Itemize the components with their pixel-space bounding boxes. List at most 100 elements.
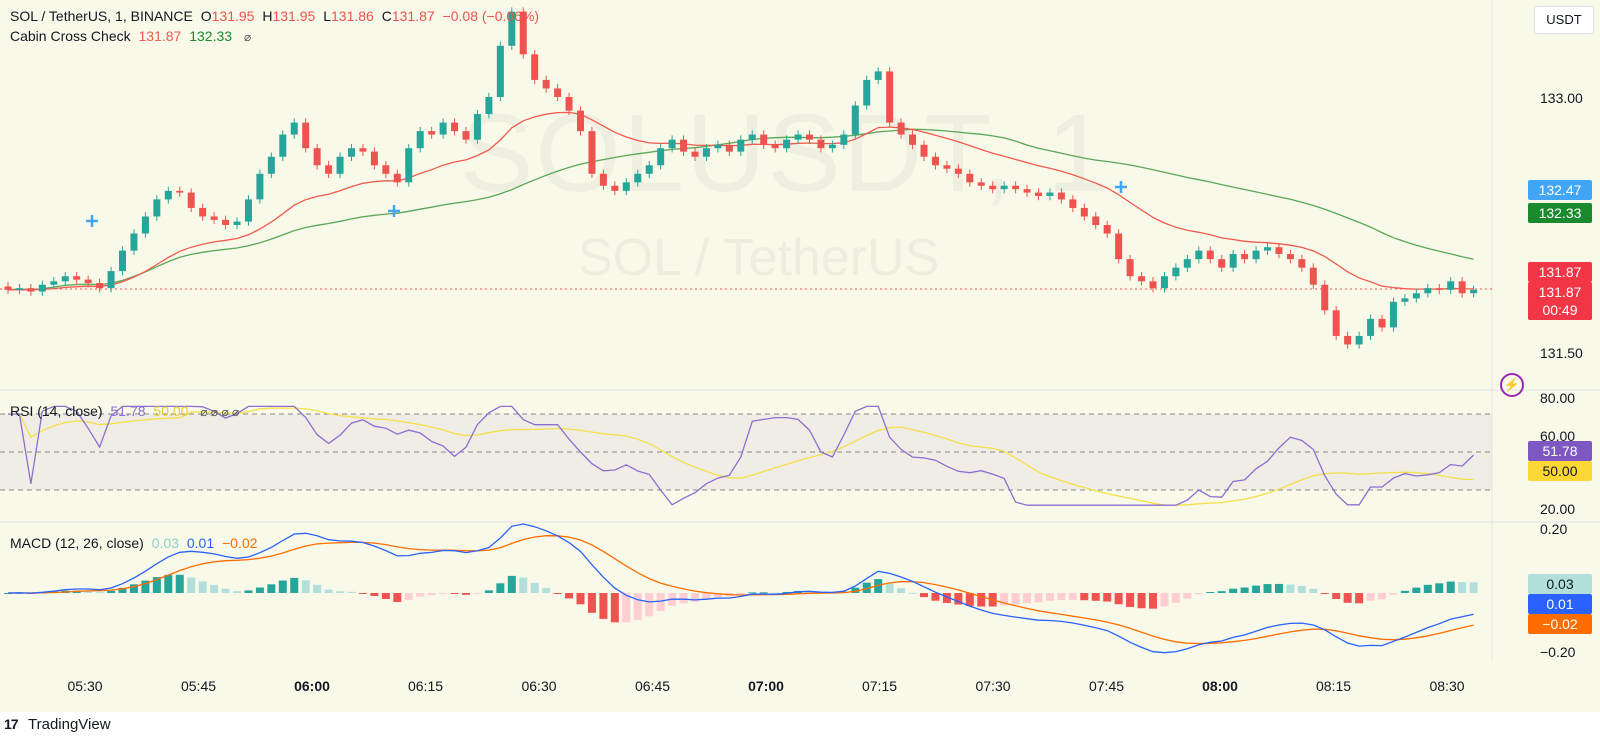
high-value: 131.95 bbox=[272, 8, 316, 24]
candle-body bbox=[130, 233, 138, 251]
candle-body bbox=[4, 286, 12, 290]
time-axis-label: 05:45 bbox=[180, 678, 217, 694]
candle-body bbox=[210, 216, 218, 220]
symbol-legend[interactable]: SOL / TetherUS, 1, BINANCE O131.95 H131.… bbox=[10, 8, 543, 24]
candle-body bbox=[748, 134, 756, 140]
candle-body bbox=[1138, 276, 1146, 282]
indicator-legend[interactable]: Cabin Cross Check 131.87 132.33 ⌀ bbox=[10, 28, 255, 44]
macd-histogram-bar bbox=[129, 584, 138, 593]
macd-hist-value: 0.03 bbox=[151, 535, 179, 551]
macd-histogram-bar bbox=[1183, 593, 1192, 599]
candle-body bbox=[1057, 192, 1065, 200]
rsi-ma-line bbox=[8, 407, 1474, 506]
candle-body bbox=[760, 134, 768, 145]
macd-histogram-bar bbox=[427, 593, 436, 596]
candle-body bbox=[38, 284, 46, 292]
candle-body bbox=[1378, 318, 1386, 328]
macd-histogram-bar bbox=[633, 593, 642, 620]
macd-histogram-bar bbox=[1435, 583, 1444, 593]
macd-name: MACD (12, 26, close) bbox=[10, 535, 144, 551]
candle-body bbox=[348, 148, 355, 157]
candle-body bbox=[496, 45, 504, 97]
macd-histogram-bar bbox=[404, 593, 413, 600]
eye-off-icon[interactable]: ⌀ ⌀ ⌀ ⌀ bbox=[200, 405, 240, 419]
macd-histogram-bar bbox=[782, 591, 791, 593]
macd-histogram-bar bbox=[519, 577, 528, 593]
candle-body bbox=[657, 148, 665, 166]
eye-off-icon[interactable]: ⌀ bbox=[243, 30, 252, 44]
macd-line bbox=[7, 523, 1474, 654]
macd-histogram-bar bbox=[1103, 593, 1112, 602]
macd-signal-tag: −0.02 bbox=[1528, 614, 1592, 634]
macd-histogram-bar bbox=[1286, 584, 1295, 593]
candle-body bbox=[1470, 289, 1478, 294]
macd-histogram-bar bbox=[1217, 591, 1226, 593]
candle-body bbox=[714, 144, 722, 149]
candle-body bbox=[874, 71, 882, 80]
macd-histogram-bar bbox=[84, 591, 93, 593]
macd-histogram-bar bbox=[977, 593, 986, 607]
candle-body bbox=[1344, 335, 1352, 345]
candle-body bbox=[634, 173, 642, 183]
macd-legend[interactable]: MACD (12, 26, close) 0.03 0.01 −0.02 bbox=[10, 535, 261, 551]
candle-body bbox=[428, 131, 436, 135]
macd-histogram-bar bbox=[862, 582, 871, 593]
candle-body bbox=[725, 144, 733, 152]
candle-body bbox=[15, 288, 23, 290]
time-axis-label: 06:15 bbox=[407, 678, 444, 694]
candle-body bbox=[943, 165, 951, 169]
candle-body bbox=[61, 276, 69, 282]
macd-histogram-bar bbox=[1378, 593, 1386, 600]
macd-histogram-bar bbox=[1389, 593, 1398, 595]
candle-body bbox=[1183, 259, 1191, 268]
candle-body bbox=[1332, 310, 1340, 336]
candle-body bbox=[531, 54, 539, 80]
candle-body bbox=[1275, 247, 1283, 255]
macd-histogram-bar bbox=[553, 593, 562, 594]
candle-body bbox=[1172, 267, 1180, 277]
macd-histogram-bar bbox=[599, 593, 608, 619]
candle-body bbox=[1447, 281, 1455, 290]
candle-body bbox=[267, 156, 275, 174]
candle-body bbox=[199, 207, 207, 217]
chart-area[interactable]: SOLUSDT, 1 SOL / TetherUS SOL / TetherUS… bbox=[0, 0, 1600, 712]
low-label: L bbox=[323, 8, 331, 24]
macd-histogram-bar bbox=[221, 588, 230, 593]
candle-body bbox=[1115, 233, 1123, 260]
macd-histogram-bar bbox=[1423, 584, 1432, 593]
candle-body bbox=[954, 168, 962, 174]
time-axis-label: 07:30 bbox=[975, 678, 1011, 694]
indicator-value-fast: 131.87 bbox=[138, 28, 182, 44]
macd-histogram-bar bbox=[954, 593, 963, 605]
candle-body bbox=[1012, 185, 1020, 190]
candle-body bbox=[1046, 192, 1054, 196]
macd-histogram-bar bbox=[1114, 593, 1123, 605]
candle-body bbox=[737, 139, 745, 152]
macd-histogram-bar bbox=[587, 593, 596, 613]
macd-histogram-bar bbox=[1045, 593, 1054, 601]
ma-slow-price-tag: 132.33 bbox=[1528, 203, 1592, 223]
cross-signal-icon bbox=[1115, 181, 1127, 193]
indicator-value-slow: 132.33 bbox=[189, 28, 233, 44]
candle-body bbox=[1435, 288, 1443, 290]
candle-body bbox=[1218, 259, 1226, 268]
candle-body bbox=[1458, 281, 1466, 294]
candle-body bbox=[141, 216, 149, 234]
rsi-legend[interactable]: RSI (14, close) 51.78 50.00 ⌀ ⌀ ⌀ ⌀ bbox=[10, 403, 243, 419]
candle-body bbox=[1195, 250, 1203, 260]
candle-body bbox=[622, 182, 630, 191]
close-label: C bbox=[381, 8, 392, 24]
currency-button[interactable]: USDT bbox=[1534, 6, 1594, 34]
time-axis-label: 08:15 bbox=[1315, 678, 1352, 694]
macd-histogram-bar bbox=[1000, 593, 1009, 606]
candle-body bbox=[1241, 254, 1249, 260]
candle-body bbox=[1309, 267, 1317, 285]
macd-histogram-bar bbox=[301, 580, 310, 593]
candle-body bbox=[508, 11, 516, 46]
lightning-icon[interactable]: ⚡ bbox=[1500, 373, 1524, 397]
candle-body bbox=[313, 148, 321, 166]
macd-histogram-bar bbox=[187, 577, 196, 593]
macd-histogram-bar bbox=[565, 593, 574, 599]
price-chart-svg[interactable] bbox=[0, 0, 1600, 712]
macd-histogram-bar bbox=[324, 589, 333, 593]
